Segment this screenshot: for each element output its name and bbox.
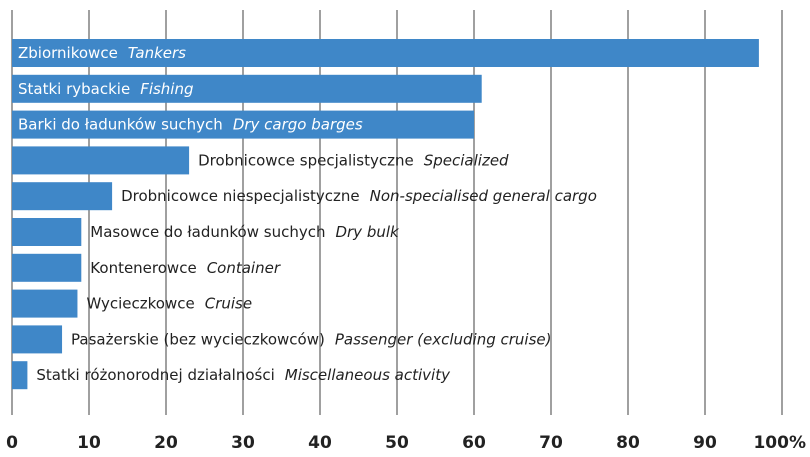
bar-label: Statki rybackie Fishing bbox=[18, 79, 194, 97]
bar-label: Masowce do ładunków suchych Dry bulk bbox=[90, 223, 400, 241]
category-label: Statki rybackie bbox=[18, 79, 130, 97]
category-label-english: Fishing bbox=[140, 79, 193, 97]
x-tick-label: 60 bbox=[462, 433, 486, 453]
bar-label: Wycieczkowce Cruise bbox=[86, 294, 252, 312]
x-tick-label: 40 bbox=[308, 433, 332, 453]
category-label-english: Miscellaneous activity bbox=[285, 366, 451, 384]
category-label: Drobnicowce specjalistyczne bbox=[198, 151, 414, 169]
x-tick-label: 50 bbox=[385, 433, 409, 453]
category-label-english: Specialized bbox=[424, 151, 509, 169]
category-label: Zbiornikowce bbox=[18, 44, 118, 62]
category-label-english: Non-specialised general cargo bbox=[370, 187, 597, 205]
bar bbox=[12, 146, 190, 175]
category-label: Kontenerowce bbox=[90, 258, 196, 276]
category-label-english: Tankers bbox=[128, 44, 186, 62]
x-tick-label: 100% bbox=[753, 433, 806, 453]
bar bbox=[12, 325, 63, 354]
bar bbox=[12, 110, 474, 139]
x-tick-label: 20 bbox=[154, 433, 178, 453]
bar bbox=[12, 289, 78, 318]
x-tick-label: 30 bbox=[231, 433, 255, 453]
bar-label: Pasażerskie (bez wycieczkowców) Passenger… bbox=[71, 330, 551, 348]
bar bbox=[12, 182, 113, 211]
category-label-english: Container bbox=[207, 258, 281, 276]
bar-label: Drobnicowce specjalistyczne Specialized bbox=[198, 151, 509, 169]
bar-label: Zbiornikowce Tankers bbox=[18, 44, 186, 62]
category-label: Statki różonorodnej działalności bbox=[36, 366, 274, 384]
category-label: Masowce do ładunków suchych bbox=[90, 223, 325, 241]
x-tick-label: 70 bbox=[539, 433, 563, 453]
category-label-english: Dry cargo barges bbox=[233, 115, 363, 133]
x-tick-label: 80 bbox=[616, 433, 640, 453]
bar-label: Statki różonorodnej działalności Miscella… bbox=[36, 366, 451, 384]
category-label: Barki do ładunków suchych bbox=[18, 115, 223, 133]
x-tick-label: 90 bbox=[693, 433, 717, 453]
x-tick-label: 10 bbox=[77, 433, 101, 453]
category-label: Drobnicowce niespecjalistyczne bbox=[121, 187, 360, 205]
category-label: Wycieczkowce bbox=[86, 294, 194, 312]
bar-label: Kontenerowce Container bbox=[90, 258, 281, 276]
bar bbox=[12, 74, 482, 103]
x-tick-label: 0 bbox=[6, 433, 18, 453]
bar-label: Barki do ładunków suchych Dry cargo barge… bbox=[18, 115, 363, 133]
category-label-english: Dry bulk bbox=[335, 223, 400, 241]
category-label-english: Passenger (excluding cruise) bbox=[335, 330, 552, 348]
category-label: Pasażerskie (bez wycieczkowców) bbox=[71, 330, 325, 348]
category-label-english: Cruise bbox=[205, 294, 252, 312]
bar bbox=[12, 218, 82, 246]
bar bbox=[12, 39, 759, 67]
bar-label: Drobnicowce niespecjalistyczne Non-specia… bbox=[121, 187, 597, 205]
bar bbox=[12, 253, 82, 282]
bar bbox=[12, 361, 28, 390]
